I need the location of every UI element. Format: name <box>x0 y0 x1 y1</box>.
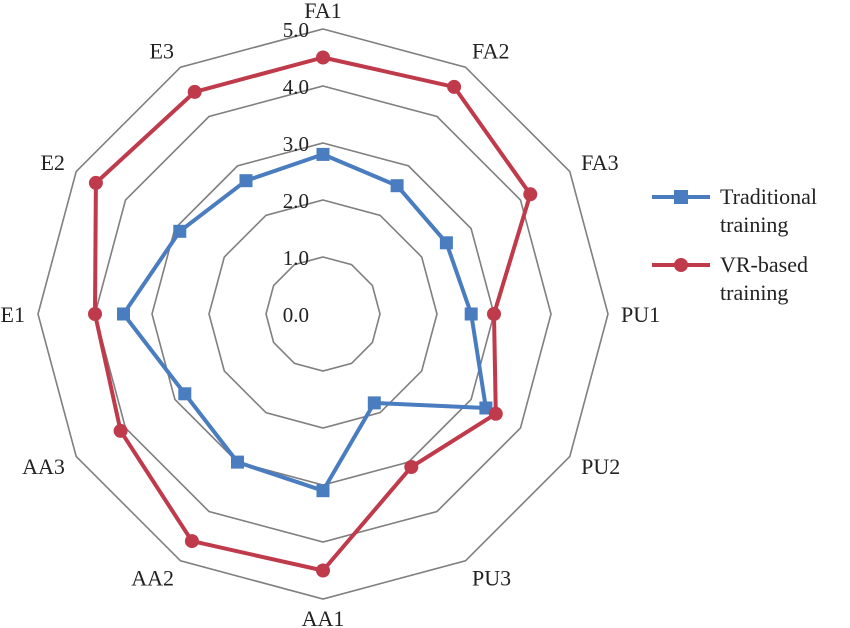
data-point-0-e1 <box>117 307 130 321</box>
data-point-0-aa1 <box>316 484 330 498</box>
data-point-1-fa1 <box>316 50 330 65</box>
tick-label-5: 5.0 <box>283 18 309 42</box>
data-point-0-fa1 <box>316 147 330 161</box>
tick-label-0: 0.0 <box>283 303 309 327</box>
legend-label-vr-line2: training <box>720 280 788 305</box>
category-label-e2: E2 <box>40 150 64 175</box>
grid-ring-4 <box>94 85 552 543</box>
tick-label-1: 1.0 <box>283 246 309 270</box>
data-point-1-aa1 <box>316 563 330 578</box>
series-1 <box>88 50 538 578</box>
data-point-0-aa3 <box>178 387 192 401</box>
data-point-1-aa2 <box>184 534 199 549</box>
radial-tick-labels: 0.0 1.0 2.0 3.0 4.0 5.0 <box>283 18 309 327</box>
data-point-1-aa3 <box>113 423 128 438</box>
data-point-1-fa3 <box>523 187 538 202</box>
legend-marker-vr <box>674 258 688 272</box>
category-label-aa1: AA1 <box>302 606 345 628</box>
data-point-0-pu3 <box>367 396 381 410</box>
data-point-1-e2 <box>88 175 103 190</box>
grid-ring-2 <box>208 199 438 429</box>
tick-label-3: 3.0 <box>283 132 309 156</box>
category-label-fa2: FA2 <box>472 39 510 64</box>
tick-label-2: 2.0 <box>283 189 309 213</box>
data-point-1-fa2 <box>447 79 462 94</box>
legend-label-traditional-line2: training <box>720 212 788 237</box>
category-label-pu2: PU2 <box>581 454 620 479</box>
category-label-fa1: FA1 <box>304 0 342 23</box>
category-label-aa3: AA3 <box>22 454 65 479</box>
data-point-1-pu3 <box>404 460 419 474</box>
category-label-e1: E1 <box>1 302 25 327</box>
data-point-0-aa2 <box>231 455 244 469</box>
category-label-pu1: PU1 <box>621 302 660 327</box>
data-point-0-pu1 <box>464 307 478 321</box>
legend-item-vr: VR-based training <box>652 252 808 305</box>
data-point-1-pu2 <box>488 406 503 421</box>
category-labels: FA1 FA2 FA3 PU1 PU2 PU3 AA1 AA2 AA3 E1 E2 E3 <box>1 0 661 628</box>
data-point-0-pu2 <box>479 401 493 415</box>
legend-marker-traditional <box>674 190 688 204</box>
legend-label-traditional: Traditional <box>720 184 817 209</box>
legend-item-traditional: Traditional training <box>652 184 817 237</box>
grid-ring-5 <box>37 28 609 600</box>
tick-label-4: 4.0 <box>283 75 309 99</box>
data-point-0-e2 <box>173 224 187 238</box>
data-point-1-pu1 <box>487 307 501 321</box>
legend-label-vr: VR-based <box>720 252 808 277</box>
series-0 <box>117 147 493 498</box>
category-label-pu3: PU3 <box>472 565 511 590</box>
category-label-e3: E3 <box>150 39 174 64</box>
category-label-aa2: AA2 <box>131 565 174 590</box>
data-point-1-e3 <box>187 84 202 99</box>
grid-ring-1 <box>265 256 381 372</box>
grid-ring-3 <box>151 142 495 486</box>
series-layer <box>88 50 538 578</box>
category-label-fa3: FA3 <box>581 150 619 175</box>
data-point-0-fa3 <box>439 236 453 250</box>
data-point-0-e3 <box>239 174 253 188</box>
legend: Traditional training VR-based training <box>652 184 817 305</box>
data-point-1-e1 <box>88 307 102 321</box>
data-point-0-fa2 <box>390 179 404 193</box>
